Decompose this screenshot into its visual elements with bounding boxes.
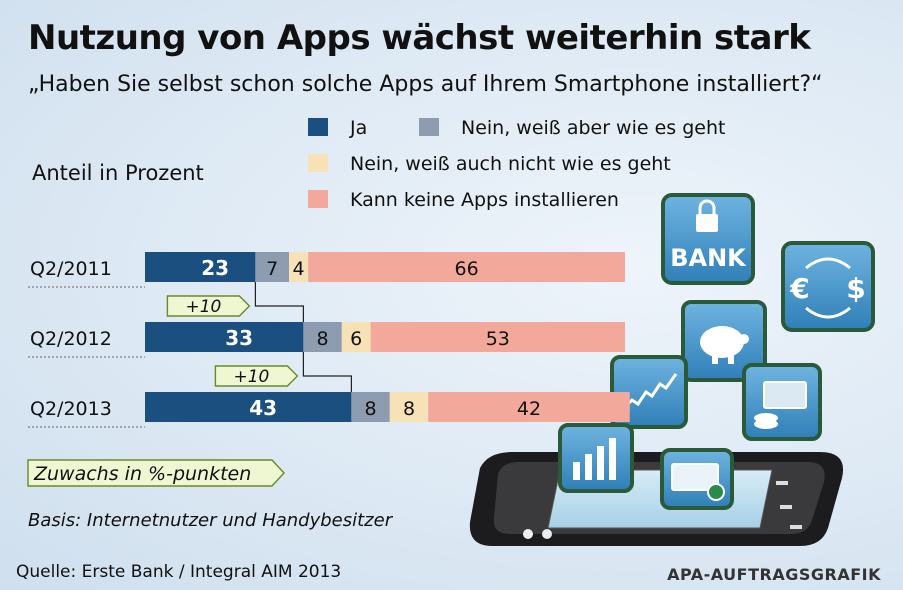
data-label: 8	[403, 398, 415, 420]
data-label: 33	[225, 326, 253, 350]
legend-label: Nein, weiß aber wie es geht	[461, 117, 726, 139]
data-label: 53	[486, 328, 510, 350]
legend-item-nein-weiss: Nein, weiß aber wie es geht	[419, 117, 725, 139]
chart-title: Nutzung von Apps wächst weiterhin stark	[28, 18, 811, 58]
legend-swatch	[308, 190, 328, 208]
currency-exchange-icon: € $	[781, 241, 875, 332]
data-label: 8	[317, 328, 329, 350]
growth-connector	[254, 282, 304, 322]
category-label: Q2/2011	[30, 258, 112, 280]
bank-text: BANK	[670, 244, 747, 272]
data-label: 8	[365, 398, 377, 420]
data-label: 66	[455, 258, 479, 280]
data-label: 23	[201, 256, 229, 280]
basis-note: Basis: Internetnutzer und Handybesitzer	[28, 510, 393, 531]
data-label: 6	[350, 328, 362, 350]
bar-segment	[428, 392, 630, 422]
source-note: Quelle: Erste Bank / Integral AIM 2013	[16, 562, 342, 582]
growth-legend-box	[27, 459, 285, 487]
legend-item-ja: Ja	[308, 117, 367, 139]
legend-swatch	[308, 118, 328, 136]
data-label: 7	[266, 258, 278, 280]
bar-segment	[351, 392, 390, 422]
category-label: Q2/2012	[30, 328, 112, 350]
bar-segment	[389, 392, 429, 422]
chart-subtitle: „Haben Sie selbst schon solche Apps auf …	[28, 72, 823, 97]
growth-callout	[214, 365, 299, 387]
bar-segment	[145, 252, 256, 282]
bar-segment	[145, 392, 352, 422]
legend-label: Kann keine Apps installieren	[350, 189, 619, 211]
growth-annotation: +10	[185, 297, 221, 317]
legend-item-nein-weiss-nicht: Nein, weiß auch nicht wie es geht	[308, 153, 671, 175]
check-payment-icon	[660, 448, 734, 510]
legend-label: Ja	[350, 117, 368, 139]
bar-chart-icon	[558, 423, 634, 493]
growth-legend-label: Zuwachs in %-punkten	[33, 463, 251, 485]
bar-segment	[145, 322, 304, 352]
bar-segment	[341, 322, 371, 352]
growth-connector	[302, 352, 352, 392]
bar-segment	[289, 252, 309, 282]
legend-item-kann-nicht: Kann keine Apps installieren	[308, 189, 619, 211]
category-label: Q2/2013	[30, 398, 112, 420]
euro-symbol: €	[789, 272, 809, 305]
dollar-symbol: $	[846, 272, 865, 305]
legend-swatch	[419, 118, 439, 136]
bar-segment	[255, 252, 289, 282]
legend-label: Nein, weiß auch nicht wie es geht	[350, 153, 671, 175]
bar-segment	[303, 322, 342, 352]
bar-segment	[308, 252, 625, 282]
data-label: 4	[293, 258, 305, 280]
data-label: 42	[517, 398, 541, 420]
piggy-bank-icon	[681, 300, 767, 382]
credit-label: APA-AUFTRAGSGRAFIK	[667, 565, 881, 584]
growth-callout	[166, 295, 251, 317]
bar-segment	[370, 322, 625, 352]
data-label: 43	[249, 396, 277, 420]
trend-chart-icon	[610, 355, 688, 429]
legend-swatch	[308, 154, 328, 172]
cards-coins-icon	[742, 363, 822, 441]
growth-annotation: +10	[233, 367, 269, 387]
unit-label: Anteil in Prozent	[32, 161, 204, 185]
bank-icon: BANK	[661, 193, 755, 285]
